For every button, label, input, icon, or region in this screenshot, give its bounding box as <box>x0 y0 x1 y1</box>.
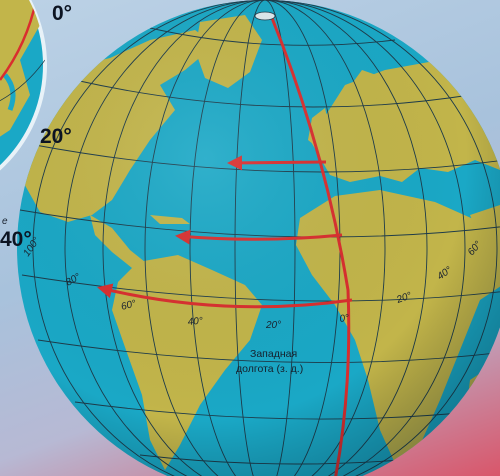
caption-line-2: долгота (з. д.) <box>236 363 303 375</box>
label-40-degrees: 40° <box>0 228 32 251</box>
globe-shading <box>17 0 500 476</box>
label-20-degrees: 20° <box>40 125 72 148</box>
label-zero-degrees: 0° <box>52 2 72 25</box>
caption-line-1: Западная <box>250 348 297 360</box>
longitude-mark: 0° <box>339 313 350 325</box>
inset-grid-line <box>0 59 45 111</box>
inset-partial-letter: е <box>2 216 8 227</box>
longitude-mark: 60° <box>120 298 137 313</box>
longitude-mark: 40° <box>187 316 203 328</box>
longitude-mark: 20° <box>394 290 413 306</box>
inset-river <box>3 73 16 111</box>
longitude-mark: 20° <box>265 320 281 331</box>
main-globe <box>17 0 500 476</box>
inset-globe <box>0 0 47 171</box>
inset-meridian-line <box>0 0 40 81</box>
